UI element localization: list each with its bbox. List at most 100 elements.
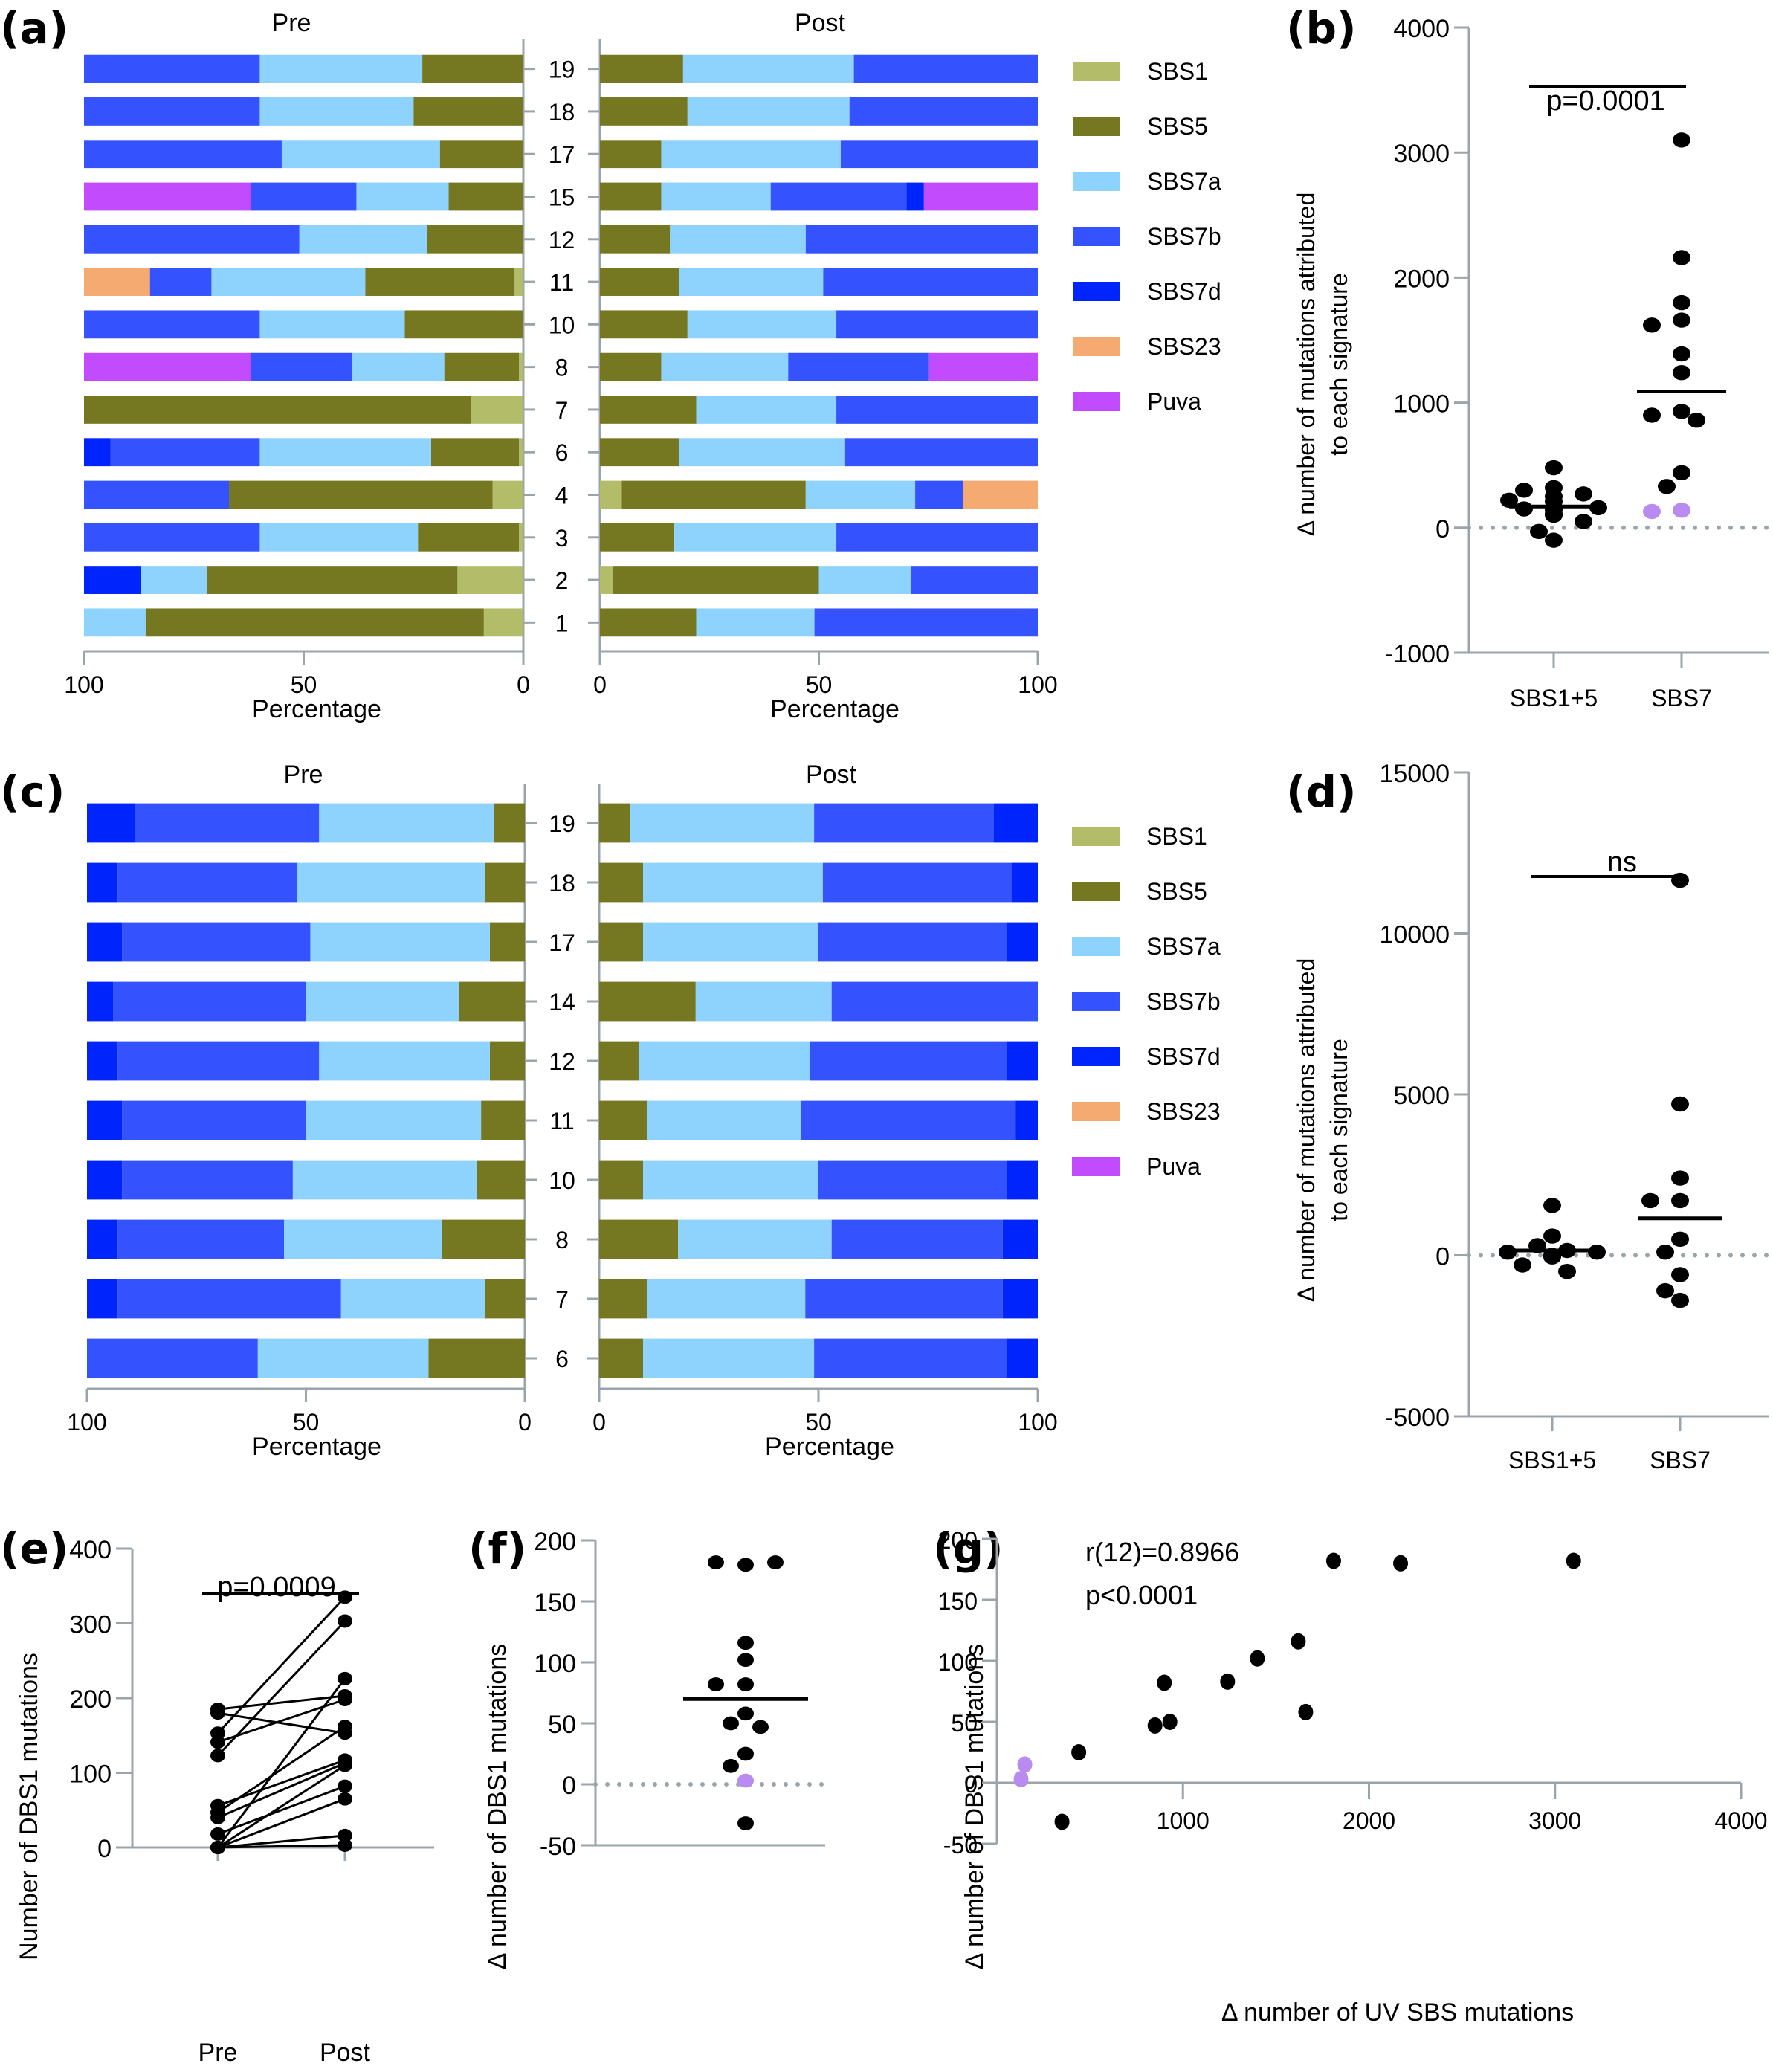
panel-a-pre-bar-sbs5: [422, 54, 523, 83]
panel-e-pair-line: [217, 1834, 346, 1849]
panel-a-pre-bar-sbs7a: [299, 225, 427, 254]
panel-a-category-label: 10: [549, 312, 575, 338]
panel-g-data-point: [1566, 1552, 1581, 1569]
panel-a-category-label: 6: [555, 439, 569, 466]
panel-c-pre-title: Pre: [284, 761, 323, 789]
panel-a-post-bar-sbs7b: [911, 566, 1038, 594]
panel-a-pre-bar-sbs7a: [259, 97, 414, 126]
panel-b-data-point: [1688, 412, 1705, 428]
panel-d-data-point: [1641, 1192, 1659, 1209]
panel-c-post-bar-sbs5: [599, 1100, 647, 1140]
panel-c-post-x-tick-label: 50: [805, 1409, 832, 1436]
panel-a-post-bar-sbs7b: [849, 97, 1038, 126]
panel-b-data-point: [1673, 404, 1690, 419]
panel-g-data-point: [1393, 1555, 1409, 1572]
panel-d-data-point: [1543, 1249, 1561, 1265]
panel-d-data-point: [1656, 1244, 1674, 1260]
panel-a-legend-label-sbs7b: SBS7b: [1147, 223, 1221, 250]
panel-c-legend-label-sbs7a: SBS7a: [1146, 933, 1221, 960]
panel-c-pre-bar-sbs7a: [284, 1219, 442, 1259]
panel-b-data-point: [1643, 503, 1661, 520]
panel-d-data-point: [1656, 1282, 1674, 1299]
panel-g-x-tick-label: 3000: [1528, 1807, 1581, 1834]
panel-c-post-bar-sbs5: [599, 862, 643, 903]
panel-a-pre-bar-sbs7a: [259, 523, 419, 552]
panel-f-y-tick-label: -50: [540, 1833, 576, 1861]
panel-b-data-point: [1673, 503, 1690, 518]
panel-g-ylabel: Δ number of DBS1 mutations: [960, 1644, 989, 1969]
panel-g-y-tick-label: 50: [951, 1710, 978, 1737]
panel-d-y-tick-label: -5000: [1385, 1404, 1450, 1432]
panel-e-post-point: [338, 1720, 352, 1734]
panel-a-post-bar-sbs5: [600, 97, 688, 126]
panel-b-data-point: [1545, 532, 1563, 548]
panel-a-post-bar-sbs7b: [823, 268, 1038, 296]
panel-d-data-point: [1671, 872, 1689, 888]
panel-a-post-bar-sbs5: [600, 523, 675, 552]
panel-c-category-label: 19: [549, 810, 575, 837]
panel-d-category-sbs15: SBS1+5: [1508, 1447, 1596, 1474]
panel-a-category-label: 17: [549, 141, 575, 168]
panel-c-post-bar-sbs7d: [1002, 1279, 1038, 1319]
panel-c-post-bar-sbs7b: [822, 862, 1012, 903]
panel-a-pre-bar-sbs23: [84, 268, 150, 296]
panel-c-pre-bar-sbs5: [494, 803, 525, 843]
panel-b-data-point: [1643, 407, 1661, 423]
panel-g-data-point: [1325, 1552, 1341, 1569]
panel-g-data-point: [1157, 1674, 1172, 1691]
panel-b-data-point: [1673, 346, 1690, 362]
panel-a-category-label: 1: [555, 610, 569, 636]
panel-c-pre-xlabel: Percentage: [252, 1433, 381, 1461]
panel-c-pre-bar-sbs7b: [117, 1219, 285, 1259]
panel-c-post-bar-sbs7b: [831, 981, 1038, 1022]
panel-e-post-point: [338, 1693, 352, 1707]
panel-e-y-tick-label: 0: [97, 1835, 112, 1863]
panel-a-post-bar-sbs5: [600, 396, 697, 424]
panel-e-ylabel: Number of DBS1 mutations: [15, 1653, 43, 1960]
panel-a-pre-bar-sbs7b: [84, 140, 282, 169]
panel-a-pre-bar-sbs5: [444, 352, 520, 381]
panel-g-data-point: [1220, 1673, 1236, 1690]
panel-c-pre-bar-sbs5: [459, 981, 525, 1022]
panel-label-e: (e): [0, 1523, 68, 1574]
panel-d-ylabel-line1: Δ number of mutations attributed: [1293, 958, 1320, 1303]
panel-c-post-bar-sbs5: [599, 1160, 643, 1200]
panel-e-pair-line: [216, 1620, 346, 1757]
panel-a-post-bar-sbs7a: [661, 352, 789, 381]
panel-f-data-point: [737, 1558, 754, 1572]
panel-c-pre-bar-sbs5: [485, 1279, 525, 1319]
panel-c-pre-bar-sbs5: [477, 1160, 525, 1200]
panel-a-pre-x-tick-label: 50: [291, 671, 317, 698]
panel-a-pre-bar-sbs5: [207, 566, 458, 594]
panel-a-pre-bar-sbs7b: [84, 480, 230, 509]
panel-d-y-tick-label: 0: [1435, 1243, 1450, 1271]
panel-c-post-bar-sbs7d: [1015, 1100, 1038, 1140]
panel-c-pre-bar-sbs7d: [87, 1279, 118, 1319]
panel-a-post-bar-sbs7a: [818, 566, 911, 594]
panel-a-pre-title: Pre: [272, 9, 311, 37]
panel-e-pre-point: [210, 1810, 225, 1824]
panel-d-category-sbs7: SBS7: [1650, 1447, 1711, 1474]
panel-a-pre-bar-sbs7b: [84, 97, 260, 126]
panel-d-significance: ns: [1607, 847, 1637, 878]
panel-f-data-point: [737, 1746, 754, 1761]
panel-b-ylabel-line1: Δ number of mutations attributed: [1293, 193, 1320, 537]
panel-e-pair-line: [217, 1844, 346, 1849]
panel-e-pair-line: [216, 1596, 346, 1734]
panel-c-category-label: 18: [549, 870, 575, 897]
panel-g-y-tick-label: 0: [964, 1771, 978, 1798]
panel-g-data-point: [1054, 1813, 1070, 1830]
panel-a-pre-bar-sbs1: [457, 566, 523, 594]
panel-c-pre-bar-sbs7d: [87, 1219, 118, 1259]
panel-a-pre-bar-sbs7b: [84, 310, 260, 339]
panel-e-pair-line: [217, 1762, 346, 1819]
panel-c-pre-bar-sbs7b: [117, 862, 297, 903]
panel-c-post-bar-sbs7b: [831, 1219, 1003, 1259]
panel-a-post-bar-sbs5: [600, 310, 688, 339]
panel-d-data-point: [1671, 1267, 1689, 1282]
panel-a-pre-bar-sbs1: [471, 396, 523, 424]
panel-c-pre-bar-sbs7a: [310, 922, 490, 962]
panel-b-significance: p=0.0001: [1546, 85, 1665, 117]
panel-c-legend-label-sbs7d: SBS7d: [1146, 1043, 1221, 1070]
panel-a-post-bar-puva: [923, 182, 1038, 211]
